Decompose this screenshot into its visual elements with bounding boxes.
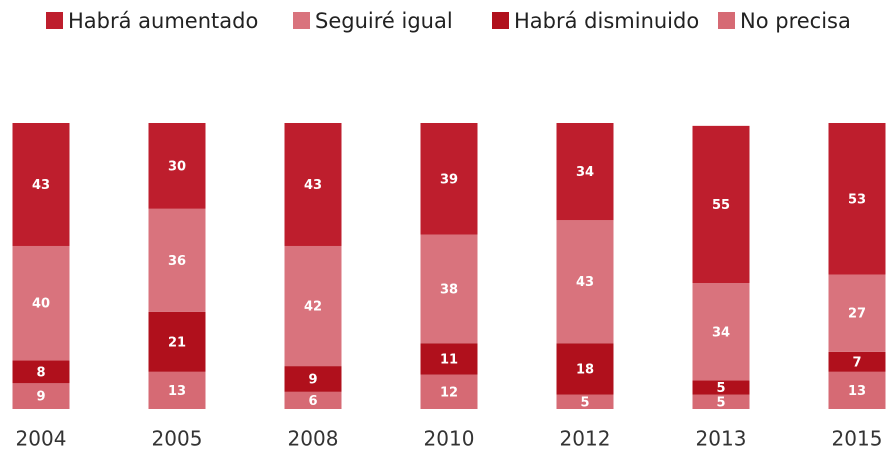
x-tick-label: 2005 <box>152 427 203 451</box>
data-label: 13 <box>168 384 186 399</box>
data-label: 43 <box>576 275 594 290</box>
bar-segment <box>420 374 478 409</box>
data-label: 36 <box>168 254 186 269</box>
bar-segment <box>12 360 70 384</box>
legend-label: Seguiré igual <box>315 9 453 33</box>
bar-segment <box>420 234 478 344</box>
data-label: 42 <box>304 300 322 315</box>
data-label: 6 <box>308 394 317 409</box>
data-label: 7 <box>852 355 861 370</box>
bar-segment <box>284 391 342 409</box>
data-label: 53 <box>848 192 866 207</box>
data-label: 9 <box>36 390 45 405</box>
data-label: 18 <box>576 362 594 377</box>
data-label: 11 <box>440 352 458 367</box>
bar-segment <box>828 351 886 372</box>
bar-segment <box>692 283 750 381</box>
bar-segment <box>420 343 478 375</box>
bar-segment <box>284 245 342 367</box>
data-label: 39 <box>440 172 458 187</box>
legend-label: Habrá disminuido <box>514 9 699 33</box>
legend-swatch <box>492 12 509 29</box>
bar-segment <box>284 123 342 246</box>
bar-segment <box>556 220 614 344</box>
bar-segment <box>556 123 614 221</box>
bar-segment <box>12 245 70 361</box>
data-label: 34 <box>576 165 594 180</box>
legend-label: Habrá aumentado <box>68 9 258 33</box>
bar-segment <box>828 274 886 352</box>
x-tick-label: 2008 <box>288 427 339 451</box>
data-label: 21 <box>168 335 186 350</box>
bar-segment <box>692 394 750 409</box>
data-label: 5 <box>580 395 589 410</box>
bar-segment <box>148 123 206 209</box>
data-label: 40 <box>32 297 50 312</box>
data-label: 55 <box>712 198 730 213</box>
legend-swatch <box>718 12 735 29</box>
data-label: 27 <box>848 307 866 322</box>
x-tick-label: 2010 <box>424 427 475 451</box>
bar-segment <box>828 371 886 409</box>
bar-segment <box>420 123 478 235</box>
x-tick-label: 2015 <box>832 427 883 451</box>
bar-segment <box>12 383 70 409</box>
bar-segment <box>692 125 750 284</box>
data-label: 34 <box>712 325 730 340</box>
bar-segment <box>556 394 614 409</box>
data-label: 9 <box>308 372 317 387</box>
x-tick-label: 2012 <box>560 427 611 451</box>
bar-segment <box>148 208 206 312</box>
data-label: 30 <box>168 159 186 174</box>
data-label: 43 <box>32 178 50 193</box>
bar-segment <box>556 343 614 395</box>
data-label: 43 <box>304 178 322 193</box>
data-label: 13 <box>848 384 866 399</box>
bar-segment <box>148 311 206 372</box>
bar-segment <box>284 366 342 392</box>
bar-segment <box>692 380 750 395</box>
x-tick-label: 2004 <box>16 427 67 451</box>
legend-swatch <box>293 12 310 29</box>
data-label: 8 <box>36 365 45 380</box>
data-label: 12 <box>440 385 458 400</box>
legend-label: No precisa <box>740 9 851 33</box>
bar-segment <box>148 371 206 409</box>
data-label: 5 <box>716 395 725 410</box>
bar-segment <box>12 123 70 246</box>
bar-segment <box>828 123 886 275</box>
x-tick-label: 2013 <box>696 427 747 451</box>
legend-swatch <box>46 12 63 29</box>
data-label: 38 <box>440 282 458 297</box>
data-label: 5 <box>716 381 725 396</box>
